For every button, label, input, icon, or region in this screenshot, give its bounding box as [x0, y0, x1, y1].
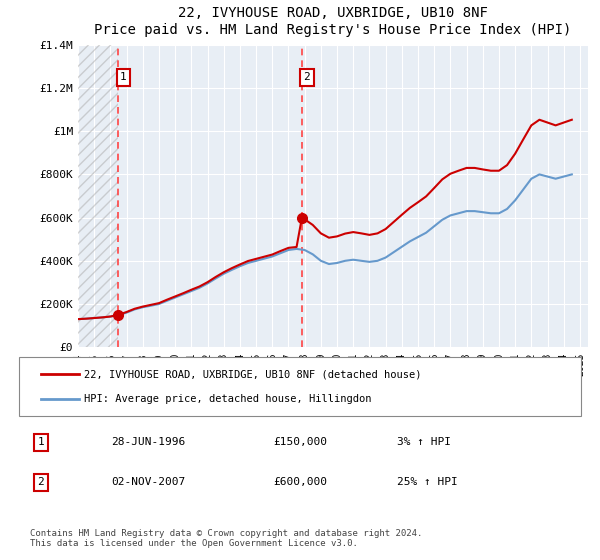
Text: 28-JUN-1996: 28-JUN-1996 — [111, 437, 185, 447]
Bar — [78, 45, 118, 347]
Title: 22, IVYHOUSE ROAD, UXBRIDGE, UB10 8NF
Price paid vs. HM Land Registry's House Pr: 22, IVYHOUSE ROAD, UXBRIDGE, UB10 8NF Pr… — [94, 7, 572, 37]
Text: 2: 2 — [37, 478, 44, 488]
Text: 3% ↑ HPI: 3% ↑ HPI — [397, 437, 451, 447]
Text: Contains HM Land Registry data © Crown copyright and database right 2024.
This d: Contains HM Land Registry data © Crown c… — [30, 529, 422, 548]
Text: £600,000: £600,000 — [273, 478, 327, 488]
Text: 1: 1 — [120, 72, 127, 82]
Text: 22, IVYHOUSE ROAD, UXBRIDGE, UB10 8NF (detached house): 22, IVYHOUSE ROAD, UXBRIDGE, UB10 8NF (d… — [84, 369, 421, 379]
Text: 2: 2 — [304, 72, 310, 82]
Text: 25% ↑ HPI: 25% ↑ HPI — [397, 478, 458, 488]
Text: 1: 1 — [37, 437, 44, 447]
Text: £150,000: £150,000 — [273, 437, 327, 447]
Text: 02-NOV-2007: 02-NOV-2007 — [111, 478, 185, 488]
FancyBboxPatch shape — [19, 357, 581, 416]
Text: HPI: Average price, detached house, Hillingdon: HPI: Average price, detached house, Hill… — [84, 394, 371, 404]
